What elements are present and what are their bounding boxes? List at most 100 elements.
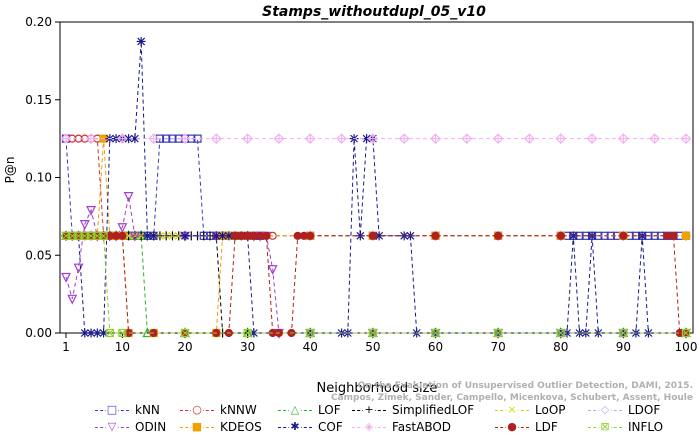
point-inflo <box>61 231 71 240</box>
point-fastabod-plus <box>305 134 315 144</box>
point-cof <box>562 328 572 338</box>
plot-frame <box>59 21 694 334</box>
series-cof <box>61 36 691 338</box>
point-fastabod-plus <box>399 134 409 144</box>
point-inflo <box>180 328 190 338</box>
watermark-line-2: Campos, Zimek, Sander, Campello, Micenko… <box>330 393 693 403</box>
chart-svg: Stamps_withoutdupl_05_v10 P@n Neighborho… <box>3 4 697 396</box>
x-tick-label: 80 <box>553 340 568 354</box>
point-fastabod-plus <box>556 134 566 144</box>
point-inflo <box>93 231 102 240</box>
legend-label: INFLO <box>628 420 664 434</box>
legend-label: kNN <box>135 403 160 417</box>
x-tick-label: 20 <box>177 340 192 354</box>
point-inflo <box>431 328 440 338</box>
point-odin <box>61 272 71 283</box>
legend-label: ODIN <box>135 420 167 434</box>
point-inflo <box>74 231 83 240</box>
series-line-odin <box>65 196 686 334</box>
point-inflo <box>368 328 377 338</box>
y-tick-label: 0.00 <box>25 326 52 340</box>
point-ldf <box>368 231 377 240</box>
point-fastabod-plus <box>650 134 660 144</box>
legend-label: LoOP <box>535 403 566 417</box>
point-fastabod-plus <box>61 134 71 144</box>
point-fastabod-plus <box>274 134 284 144</box>
point-inflo-x <box>181 329 189 337</box>
series-ldf <box>61 231 691 338</box>
point-fastabod-plus <box>681 134 691 144</box>
point-inflo <box>118 328 127 338</box>
point-cof <box>211 231 221 241</box>
y-tick-label: 0.05 <box>25 248 52 262</box>
point-knn <box>162 134 171 143</box>
point-fastabod-plus <box>524 134 534 144</box>
point-inflo <box>306 328 315 338</box>
point-fastabod-plus <box>86 134 96 144</box>
point-ldf <box>262 231 271 240</box>
series-fastabod <box>60 133 692 144</box>
point-fastabod-plus <box>243 134 253 144</box>
point-fastabod-plus <box>117 134 127 144</box>
point-odin <box>79 220 90 230</box>
point-inflo <box>68 231 77 240</box>
x-tick-label: 50 <box>365 340 380 354</box>
series-line-inflo <box>66 235 686 334</box>
point-cof <box>136 36 146 46</box>
point-ldf <box>118 231 127 240</box>
point-inflo-x <box>369 329 377 337</box>
point-cof <box>86 328 96 338</box>
point-odin <box>117 223 128 234</box>
series-simplifiedlof <box>61 231 691 338</box>
chart-title: Stamps_withoutdupl_05_v10 <box>262 4 486 20</box>
legend-label: LDOF <box>628 403 661 417</box>
x-tick-label: 10 <box>115 340 130 354</box>
point-fastabod-plus <box>493 134 503 144</box>
legend: □ kNN ○ kNNW △ LOF + SimplifiedLOF × LoOP ◇ LDOF ▽ OD… <box>0 400 699 434</box>
series-inflo <box>61 231 691 338</box>
point-inflo-x <box>494 329 502 337</box>
point-ldf <box>619 231 628 240</box>
legend-label: LOF <box>318 403 341 417</box>
legend-marker: ○ <box>191 403 203 416</box>
point-ldf <box>494 231 503 240</box>
point-fastabod-plus <box>587 134 597 144</box>
point-fastabod-plus <box>149 134 159 144</box>
point-cof <box>224 231 234 241</box>
point-odin <box>86 206 97 216</box>
point-fastabod-plus <box>462 134 472 144</box>
point-cof <box>180 231 190 241</box>
point-inflo-x <box>105 329 114 337</box>
point-fastabod-plus <box>430 134 440 144</box>
point-inflo <box>681 328 691 338</box>
legend-label: FastABOD <box>392 420 452 434</box>
x-tick-label: 60 <box>428 340 443 354</box>
point-fastabod-plus <box>618 134 628 144</box>
series-lof <box>61 229 691 338</box>
y-tick-label: 0.10 <box>25 171 52 185</box>
point-kdeos <box>681 231 691 240</box>
point-odin <box>123 192 134 203</box>
point-cof <box>99 328 109 338</box>
point-inflo <box>99 231 108 240</box>
point-cof <box>149 231 159 241</box>
x-tick-label: 40 <box>303 340 318 354</box>
legend-marker: △ <box>289 403 301 416</box>
point-odin <box>267 265 278 276</box>
legend-marker: ✱ <box>289 420 301 433</box>
point-inflo-x <box>99 231 108 240</box>
point-ldf <box>306 231 315 240</box>
legend-label: COF <box>318 420 343 434</box>
point-fastabod-plus <box>337 134 347 144</box>
point-knn <box>650 231 659 240</box>
y-axis-label: P@n <box>3 157 17 184</box>
point-ldf <box>431 231 440 240</box>
series-knn <box>61 134 691 240</box>
point-fastabod-plus <box>180 134 190 144</box>
legend-marker: ◈ <box>363 420 375 433</box>
point-knn <box>168 134 177 143</box>
point-inflo-x <box>118 329 127 337</box>
x-tick-label: 30 <box>240 340 255 354</box>
x-axis-label: Neighborhood size <box>317 381 438 396</box>
legend-label: kNNW <box>220 403 257 417</box>
